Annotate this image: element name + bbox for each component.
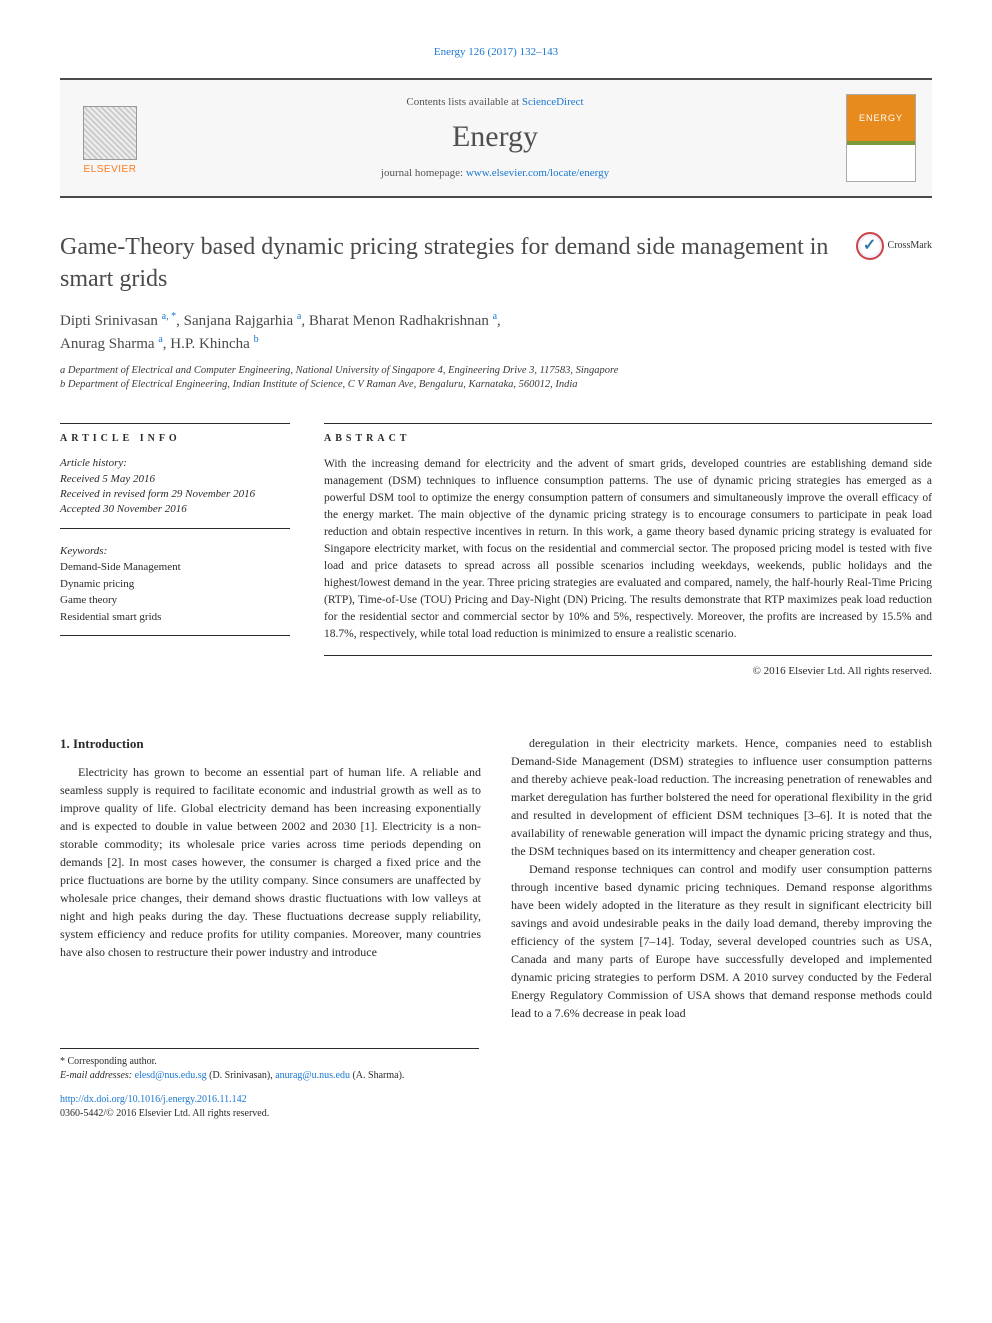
received-date: Received 5 May 2016 — [60, 473, 155, 485]
contents-prefix: Contents lists available at — [406, 96, 521, 108]
article-info-heading: ARTICLE INFO — [60, 423, 290, 446]
intro-paragraph-1: Electricity has grown to become an essen… — [60, 763, 481, 961]
homepage-line: journal homepage: www.elsevier.com/locat… — [160, 166, 830, 181]
abstract-heading: ABSTRACT — [324, 423, 932, 446]
author-3-aff: a — [493, 311, 497, 322]
email-link-2[interactable]: anurag@u.nus.edu — [275, 1070, 350, 1081]
section-heading-intro: 1. Introduction — [60, 734, 481, 754]
affiliation-a: a Department of Electrical and Computer … — [60, 364, 932, 379]
journal-cover-thumbnail: ENERGY — [846, 94, 916, 182]
paper-title: Game-Theory based dynamic pricing strate… — [60, 232, 836, 294]
author-5: H.P. Khincha — [170, 336, 250, 352]
author-3: Bharat Menon Radhakrishnan — [309, 313, 489, 329]
citation-line: Energy 126 (2017) 132–143 — [60, 45, 932, 60]
article-history: Article history: Received 5 May 2016 Rec… — [60, 456, 290, 529]
crossmark-icon: ✓ — [856, 232, 884, 260]
intro-paragraph-2: deregulation in their electricity market… — [511, 734, 932, 860]
publisher-logo: ELSEVIER — [76, 99, 144, 177]
email-link-1[interactable]: elesd@nus.edu.sg — [135, 1070, 207, 1081]
keywords-block: Keywords: Demand-Side Management Dynamic… — [60, 543, 290, 637]
publisher-name: ELSEVIER — [84, 163, 137, 177]
crossmark-label: CrossMark — [888, 239, 932, 253]
contents-available-line: Contents lists available at ScienceDirec… — [160, 95, 830, 110]
revised-date: Received in revised form 29 November 201… — [60, 488, 255, 500]
corresponding-author: * Corresponding author. — [60, 1055, 479, 1069]
author-2: Sanjana Rajgarhia — [184, 313, 294, 329]
intro-paragraph-3: Demand response techniques can control a… — [511, 860, 932, 1022]
author-4-aff: a — [158, 334, 162, 345]
abstract-text: With the increasing demand for electrici… — [324, 456, 932, 656]
author-2-aff: a — [297, 311, 301, 322]
history-label: Article history: — [60, 457, 127, 469]
body-column-right: deregulation in their electricity market… — [511, 734, 932, 1022]
email-label: E-mail addresses: — [60, 1070, 132, 1081]
email-who-1: (D. Srinivasan), — [209, 1070, 273, 1081]
homepage-link[interactable]: www.elsevier.com/locate/energy — [466, 167, 609, 179]
accepted-date: Accepted 30 November 2016 — [60, 503, 187, 515]
footnotes: * Corresponding author. E-mail addresses… — [60, 1048, 479, 1121]
keyword-2: Dynamic pricing — [60, 578, 134, 590]
doi-link[interactable]: http://dx.doi.org/10.1016/j.energy.2016.… — [60, 1094, 247, 1105]
author-1-aff: a, * — [162, 311, 176, 322]
journal-banner: ELSEVIER Contents lists available at Sci… — [60, 78, 932, 198]
body-column-left: 1. Introduction Electricity has grown to… — [60, 734, 481, 1022]
email-who-2: (A. Sharma). — [352, 1070, 404, 1081]
author-5-aff: b — [254, 334, 259, 345]
elsevier-tree-icon — [83, 106, 137, 160]
author-4: Anurag Sharma — [60, 336, 155, 352]
journal-name: Energy — [160, 116, 830, 158]
cover-label: ENERGY — [847, 95, 915, 145]
authors-line: Dipti Srinivasan a, *, Sanjana Rajgarhia… — [60, 309, 932, 356]
issn-copyright: 0360-5442/© 2016 Elsevier Ltd. All right… — [60, 1108, 269, 1119]
keyword-3: Game theory — [60, 594, 117, 606]
keywords-label: Keywords: — [60, 543, 290, 560]
crossmark-badge[interactable]: ✓ CrossMark — [856, 232, 932, 260]
homepage-prefix: journal homepage: — [381, 167, 466, 179]
abstract-copyright: © 2016 Elsevier Ltd. All rights reserved… — [324, 664, 932, 679]
email-addresses-line: E-mail addresses: elesd@nus.edu.sg (D. S… — [60, 1069, 479, 1083]
author-1: Dipti Srinivasan — [60, 313, 158, 329]
sciencedirect-link[interactable]: ScienceDirect — [522, 96, 584, 108]
keyword-1: Demand-Side Management — [60, 561, 181, 573]
affiliation-b: b Department of Electrical Engineering, … — [60, 378, 932, 393]
keyword-4: Residential smart grids — [60, 611, 161, 623]
affiliations: a Department of Electrical and Computer … — [60, 364, 932, 393]
